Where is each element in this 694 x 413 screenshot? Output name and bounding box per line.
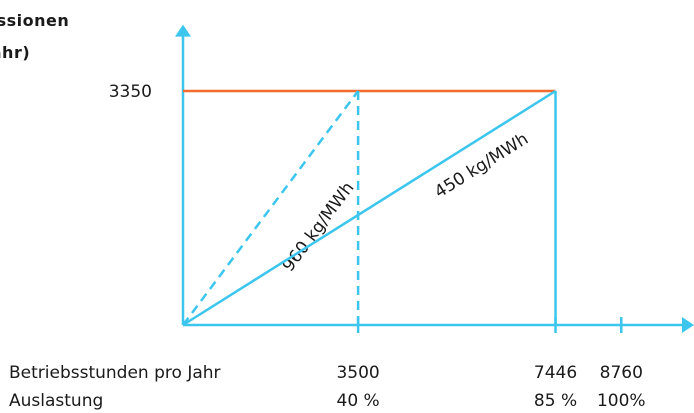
y-axis-arrow — [175, 24, 191, 37]
series-line-steep — [181, 90, 360, 326]
x-row-label-hours: Betriebsstunden pro Jahr — [9, 363, 221, 383]
series-line-shallow — [182, 89, 557, 327]
utilization-label-8760: 100% — [597, 391, 646, 411]
x-tick-label-7446: 7446 — [534, 363, 577, 383]
y-axis-label-line-2: (t/Jahr) — [0, 43, 30, 62]
x-tick-label-3500: 3500 — [336, 363, 379, 383]
y-tick-label-3350: 3350 — [109, 82, 152, 102]
utilization-label-3500: 40 % — [337, 391, 380, 411]
y-axis-label-line-1: Emissionen — [0, 11, 69, 30]
x-tick-label-8760: 8760 — [600, 363, 643, 383]
x-axis-arrow — [682, 317, 694, 333]
series-label-shallow: 450 kg/MWh — [431, 129, 532, 203]
utilization-label-7446: 85 % — [534, 391, 577, 411]
series-label-steep: 960 kg/MWh — [279, 178, 359, 275]
x-row-label-utilization: Auslastung — [9, 391, 103, 411]
